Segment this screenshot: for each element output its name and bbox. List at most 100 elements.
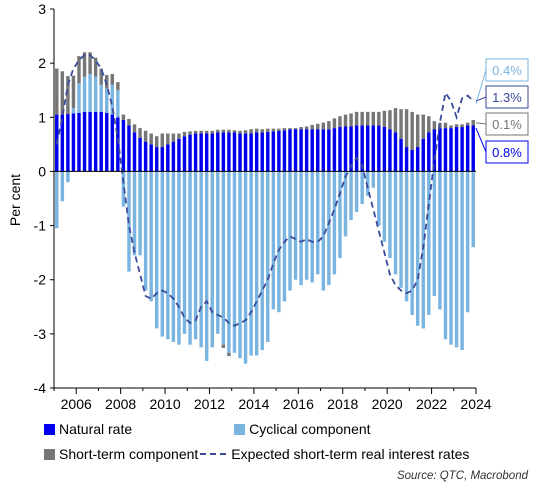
natural-rate-bar [404,147,409,172]
end-labels: 0.4% 1.3% 0.1% 0.8% [475,58,529,164]
natural-rate-bar [238,133,242,172]
short-term-bar [88,52,92,74]
natural-rate-bar [132,132,137,172]
natural-rate-bar [121,119,126,172]
x-tick-label: 2018 [327,396,358,412]
natural-rate-bar [349,126,353,172]
cyclical-bar [243,171,248,364]
bars [55,52,475,364]
short-term-bar [149,133,153,145]
short-term-bar [360,111,364,126]
natural-rate-bar [193,133,198,172]
short-term-bar [288,128,292,130]
end-label-leader [475,69,487,104]
natural-rate-bar [332,128,337,172]
cyclical-bar [55,171,59,229]
cyclical-bar [238,171,242,359]
cyclical-bar [93,76,98,112]
short-term-bar [66,76,70,115]
natural-rate-bar [266,131,270,172]
short-term-bar [282,128,287,131]
cyclical-bar [460,171,464,351]
source-note: Source: QTC, Macrobond [396,470,528,482]
x-tick-label: 2012 [194,396,225,412]
expected-rate-line [55,54,474,327]
natural-rate-bar [77,112,81,172]
cyclical-bar [316,171,320,275]
cyclical-bar [421,171,425,329]
short-term-bar [171,133,176,142]
short-term-bar [310,124,314,130]
x-tick-label: 2006 [61,396,92,412]
natural-rate-bar [177,138,181,172]
natural-rate-bar [316,129,320,172]
short-term-bar [132,124,137,133]
legend-row-2: Short-term component Expected short-term… [44,446,469,462]
natural-rate-bar [105,112,109,172]
short-term-bar [443,122,448,129]
natural-rate-bar [188,134,192,172]
y-tick-label: -4 [34,380,47,396]
short-term-bar [354,111,359,126]
cyclical-bar [88,73,92,112]
cyclical-bar [193,171,198,340]
natural-rate-bar [199,133,203,172]
cyclical-bar [393,171,398,275]
x-tick-label: 2010 [149,396,180,412]
natural-rate-bar [71,113,76,172]
legend-natural-rate: Natural rate [59,421,133,437]
natural-rate-bar [99,111,103,172]
end-label-leader [475,127,487,153]
short-term-bar [105,75,109,89]
natural-rate-bar [327,129,331,172]
cyclical-bar [471,171,475,248]
end-label: 1.3% [492,90,522,105]
short-term-bar [327,121,331,130]
natural-rate-bar [304,129,309,172]
x-tick-label: 2020 [372,396,403,412]
natural-rate-bar [60,114,65,172]
cyclical-bar [299,171,303,286]
short-term-bar [254,128,259,133]
short-term-bar [388,110,392,130]
cyclical-bar [343,171,348,237]
natural-rate-bar [454,127,459,172]
cyclical-bar [388,171,392,259]
natural-rate-bar [166,144,170,172]
cyclical-bar [321,171,326,291]
short-term-bar [121,114,126,120]
short-term-bar [60,71,65,115]
expected-line-swatch [200,453,227,455]
cyclical-bar [332,171,337,275]
short-term-bar [299,127,303,130]
short-term-bar [266,128,270,132]
cyclical-bar [382,171,387,242]
short-term-bar [55,68,59,115]
cyclical-bar [155,171,159,329]
cyclical-bar [60,171,65,202]
natural-rate-bar [127,125,131,172]
short-term-bar [210,130,214,134]
short-term-bar [232,130,237,133]
cyclical-bar [138,171,142,256]
cyclical-bar [254,171,259,356]
cyclical-bar [260,171,264,351]
short-term-bar [199,130,203,134]
natural-rate-bar [243,133,248,172]
cyclical-bar [143,171,148,291]
natural-rate-bar [399,138,403,172]
short-term-bar [110,73,115,85]
natural-rate-bar [204,133,209,172]
cyclical-bar [371,171,375,188]
cyclical-bar [266,171,270,342]
natural-rate-bar [232,132,237,172]
cyclical-bar [216,171,220,334]
natural-rate-bar [116,117,120,172]
natural-rate-bar [160,147,164,172]
natural-rate-bar [310,129,314,172]
natural-rate-bar [471,125,475,172]
short-term-bar [471,119,475,126]
cyclical-bar [399,171,403,288]
x-tick-label: 2014 [238,396,269,412]
short-term-bar [343,114,348,127]
